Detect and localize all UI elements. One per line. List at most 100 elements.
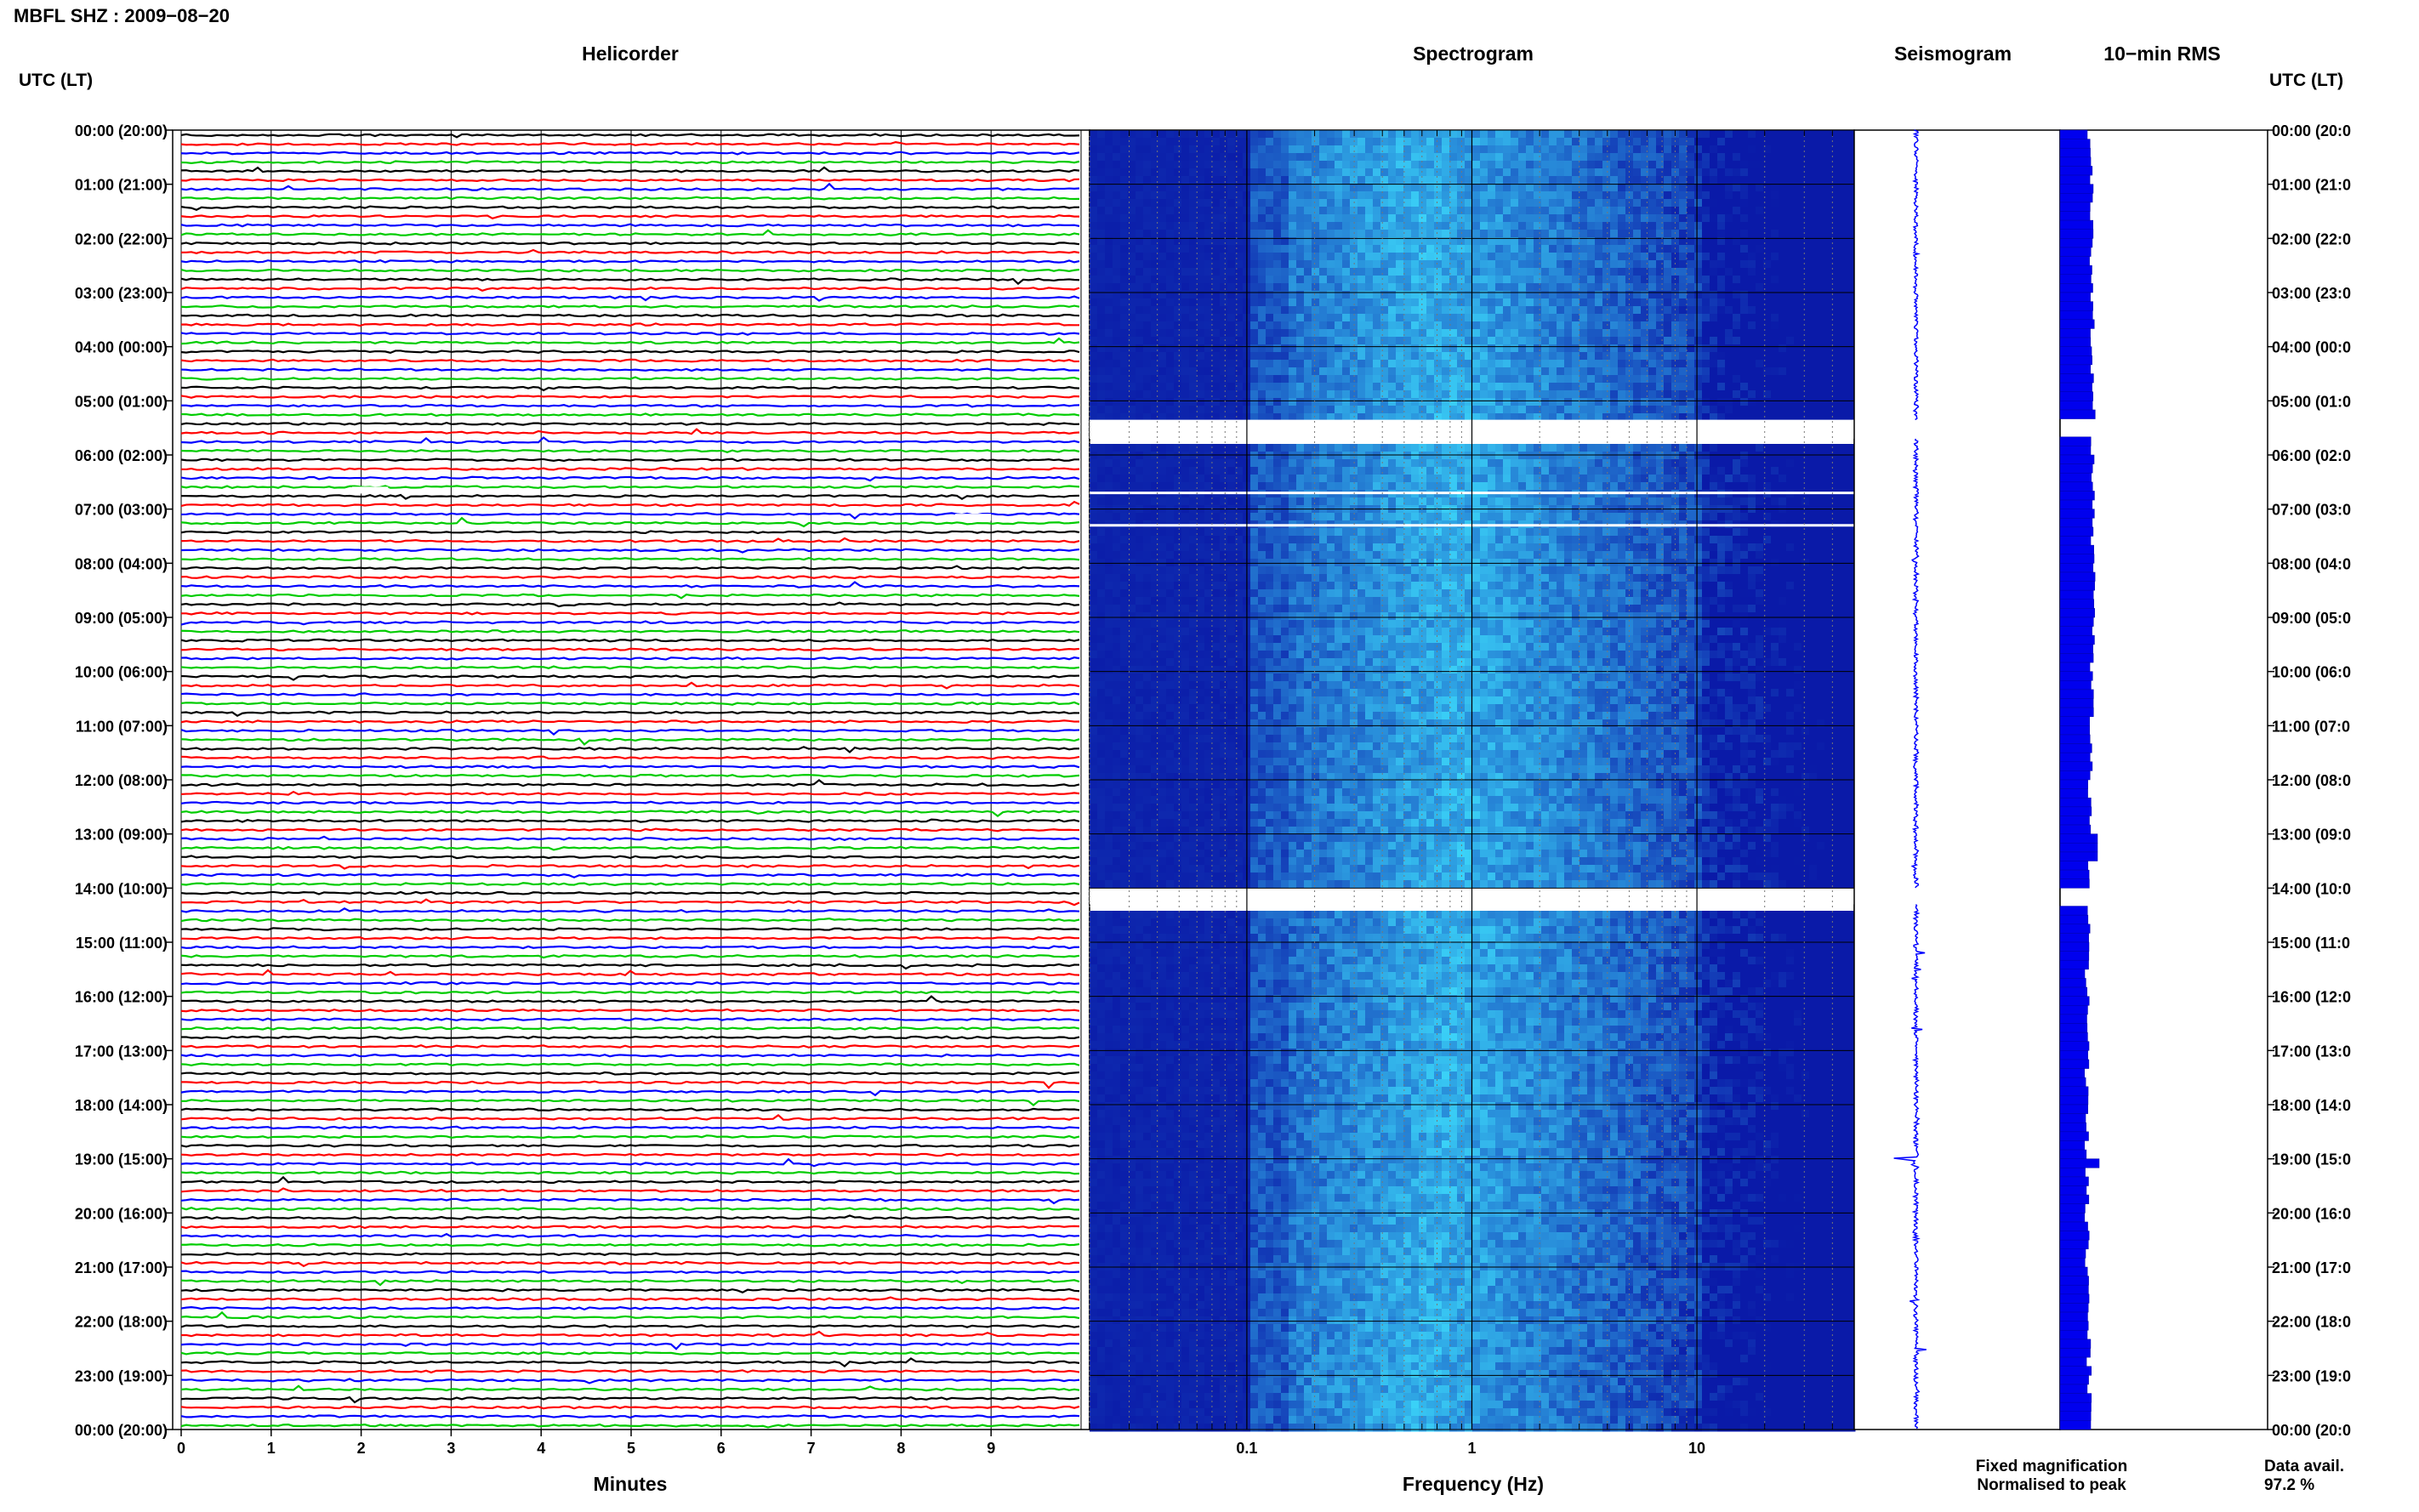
spectrogram-cell xyxy=(1832,207,1841,215)
spectrogram-cell xyxy=(1380,145,1389,154)
spectrogram-cell xyxy=(1480,497,1488,506)
spectrogram-cell xyxy=(1679,237,1688,246)
spectrogram-cell xyxy=(1105,482,1113,491)
spectrogram-cell xyxy=(1579,383,1588,391)
spectrogram-cell xyxy=(1143,360,1152,368)
spectrogram-cell xyxy=(1319,138,1328,146)
spectrogram-cell xyxy=(1120,375,1129,384)
spectrogram-cell xyxy=(1534,383,1542,391)
spectrogram-cell xyxy=(1136,513,1144,521)
spectrogram-cell xyxy=(1388,337,1397,345)
spectrogram-cell xyxy=(1189,344,1198,353)
spectrogram-cell xyxy=(1365,383,1374,391)
spectrogram-cell xyxy=(1572,367,1580,376)
helicorder-trace xyxy=(180,1053,1080,1058)
spectrogram-cell xyxy=(1426,444,1435,452)
spectrogram-cell xyxy=(1564,314,1573,322)
spectrogram-cell xyxy=(1694,145,1703,154)
spectrogram-cell xyxy=(1595,161,1603,169)
spectrogram-cell xyxy=(1281,283,1289,292)
spectrogram-cell xyxy=(1480,237,1488,246)
spectrogram-cell xyxy=(1740,344,1749,353)
spectrogram-cell xyxy=(1794,352,1802,361)
spectrogram-cell xyxy=(1480,329,1488,338)
spectrogram-cell xyxy=(1365,207,1374,215)
spectrogram-cell xyxy=(1304,230,1312,238)
spectrogram-cell xyxy=(1442,230,1450,238)
spectrogram-cell xyxy=(1740,337,1749,345)
spectrogram-cell xyxy=(1250,513,1259,521)
spectrogram-cell xyxy=(1756,482,1764,491)
spectrogram-cell xyxy=(1442,321,1450,330)
spectrogram-cell xyxy=(1097,291,1106,299)
spectrogram-cell xyxy=(1090,360,1098,368)
spectrogram-cell xyxy=(1273,283,1282,292)
helicorder-trace xyxy=(180,493,1080,501)
spectrogram-cell xyxy=(1105,191,1113,200)
spectrogram-cell xyxy=(1518,253,1527,261)
spectrogram-cell xyxy=(1289,207,1297,215)
spectrogram-cell xyxy=(1840,130,1848,139)
helicorder-trace xyxy=(180,467,1080,471)
spectrogram-cell xyxy=(1725,145,1733,154)
spectrogram-cell xyxy=(1756,260,1764,269)
spectrogram-cell xyxy=(1847,375,1856,384)
spectrogram-cell xyxy=(1357,459,1366,468)
helicorder-trace xyxy=(180,656,1080,661)
spectrogram-cell xyxy=(1258,375,1266,384)
spectrogram-cell xyxy=(1733,459,1741,468)
spectrogram-cell xyxy=(1212,398,1221,406)
spectrogram-cell xyxy=(1212,268,1221,276)
spectrogram-cell xyxy=(1794,390,1802,399)
spectrogram-cell xyxy=(1204,321,1213,330)
spectrogram-cell xyxy=(1832,459,1841,468)
spectrogram-cell xyxy=(1335,222,1343,230)
spectrogram-cell xyxy=(1212,222,1221,230)
spectrogram-cell xyxy=(1457,306,1466,315)
spectrogram-cell xyxy=(1419,398,1427,406)
spectrogram-cell xyxy=(1258,406,1266,414)
spectrogram-cell xyxy=(1610,214,1619,223)
spectrogram-cell xyxy=(1733,360,1741,368)
spectrogram-cell xyxy=(1227,253,1236,261)
spectrogram-cell xyxy=(1250,145,1259,154)
spectrogram-cell xyxy=(1312,283,1320,292)
spectrogram-cell xyxy=(1220,383,1228,391)
spectrogram-cell xyxy=(1587,214,1596,223)
spectrogram-cell xyxy=(1847,467,1856,475)
spectrogram-cell xyxy=(1197,390,1205,399)
spectrogram-cell xyxy=(1518,467,1527,475)
spectrogram-cell xyxy=(1380,314,1389,322)
spectrogram-cell xyxy=(1756,253,1764,261)
spectrogram-cell xyxy=(1457,314,1466,322)
spectrogram-cell xyxy=(1457,398,1466,406)
spectrogram-cell xyxy=(1258,360,1266,368)
spectrogram-cell xyxy=(1090,130,1098,139)
spectrogram-cell xyxy=(1587,344,1596,353)
spectrogram-cell xyxy=(1809,406,1818,414)
spectrogram-cell xyxy=(1312,352,1320,361)
spectrogram-cell xyxy=(1166,398,1175,406)
spectrogram-cell xyxy=(1281,207,1289,215)
spectrogram-cell xyxy=(1174,230,1182,238)
spectrogram-cell xyxy=(1579,406,1588,414)
spectrogram-cell xyxy=(1158,161,1167,169)
spectrogram-cell xyxy=(1365,459,1374,468)
spectrogram-cell xyxy=(1411,444,1420,452)
spectrogram-cell xyxy=(1595,214,1603,223)
spectrogram-cell xyxy=(1426,291,1435,299)
spectrogram-cell xyxy=(1120,467,1129,475)
spectrogram-cell xyxy=(1771,191,1779,200)
spectrogram-cell xyxy=(1319,390,1328,399)
spectrogram-cell xyxy=(1763,459,1772,468)
spectrogram-cell xyxy=(1572,375,1580,384)
helicorder-trace xyxy=(180,1305,1080,1311)
spectrogram-cell xyxy=(1250,230,1259,238)
spectrogram-cell xyxy=(1403,245,1412,253)
spectrogram-cell xyxy=(1235,291,1244,299)
spectrogram-cell xyxy=(1756,475,1764,483)
spectrogram-cell xyxy=(1771,452,1779,460)
spectrogram-cell xyxy=(1733,184,1741,192)
spectrogram-cell xyxy=(1449,406,1458,414)
spectrogram-cell xyxy=(1671,207,1680,215)
